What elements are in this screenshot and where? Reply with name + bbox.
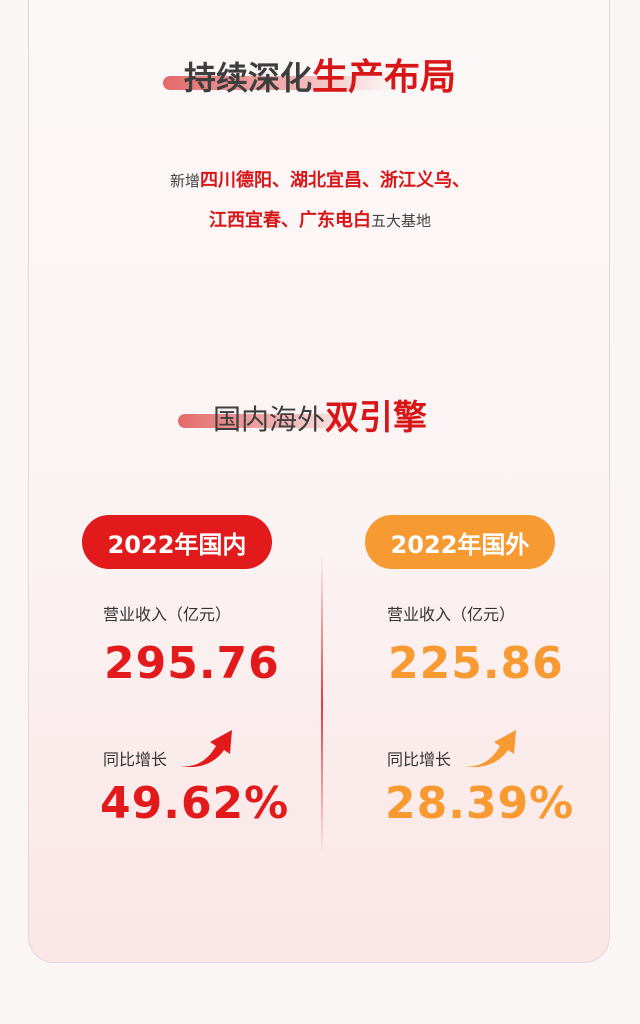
section-title-production-layout: 持续深化生产布局 [0, 48, 640, 100]
domestic-badge: 2022年国内 [82, 515, 272, 569]
domestic-growth-value: 49.62% [100, 778, 290, 829]
title-dark-part: 国内海外 [212, 403, 325, 436]
bases-list-1: 四川德阳、湖北宜昌、浙江义乌、 [200, 170, 470, 191]
bases-prefix: 新增 [169, 172, 200, 190]
overseas-growth-label: 同比增长 [387, 750, 452, 769]
title-dark-part: 持续深化 [183, 59, 312, 97]
content-card [28, 0, 610, 963]
overseas-growth-value: 28.39% [385, 778, 575, 829]
overseas-revenue-label: 营业收入（亿元） [387, 605, 516, 624]
bases-suffix: 五大基地 [370, 212, 431, 230]
overseas-revenue-value: 225.86 [388, 638, 564, 689]
column-divider [321, 555, 323, 855]
title-underline-bar [178, 414, 358, 428]
title-underline-bar [163, 76, 393, 90]
title-red-part: 生产布局 [312, 57, 457, 98]
domestic-growth-label: 同比增长 [103, 750, 168, 769]
domestic-revenue-label: 营业收入（亿元） [103, 605, 232, 624]
bases-line-2: 江西宜春、广东电白五大基地 [0, 206, 640, 232]
domestic-revenue-value: 295.76 [104, 638, 280, 689]
bases-line-1: 新增四川德阳、湖北宜昌、浙江义乌、 [0, 166, 640, 192]
overseas-badge: 2022年国外 [365, 515, 555, 569]
trend-up-arrow-icon [464, 730, 516, 768]
trend-up-arrow-icon [180, 730, 232, 768]
section-title-dual-engine: 国内海外双引擎 [0, 390, 640, 439]
bases-list-2: 江西宜春、广东电白 [208, 210, 371, 231]
title-red-part: 双引擎 [325, 398, 427, 438]
